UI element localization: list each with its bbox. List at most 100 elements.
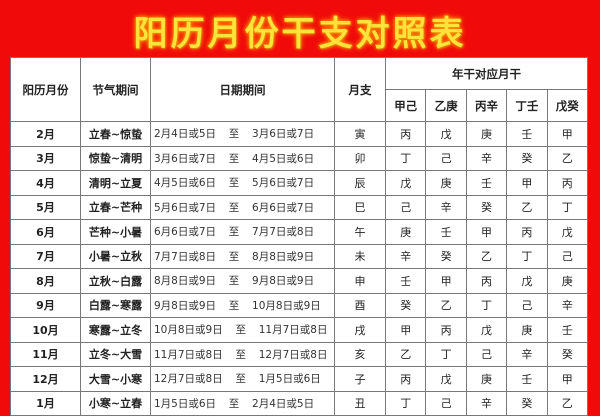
branch-cell: 午 — [334, 219, 386, 245]
month-cell: 1月 — [10, 390, 81, 416]
month-stem-cell: 丙 — [546, 170, 589, 196]
month-stem-cell: 甲 — [425, 268, 467, 294]
table-row: 7月 小暑~立秋 7月7日或8日至 8月8日或9日 未辛癸乙丁己 — [10, 243, 589, 269]
month-cell: 3月 — [10, 145, 81, 171]
solar-term-cell: 小寒~立春 — [80, 390, 151, 416]
month-stem-cell: 乙 — [425, 292, 467, 318]
month-stem-cell: 壬 — [425, 219, 467, 245]
table-row: 4月 清明~立夏 4月5日或6日至 5月6日或7日 辰戊庚壬甲丙 — [10, 170, 589, 196]
month-stem-cell: 甲 — [546, 121, 589, 147]
month-cell: 4月 — [10, 170, 81, 196]
branch-cell: 未 — [334, 243, 386, 269]
header-date-range: 日期期间 — [150, 57, 335, 122]
solar-term-cell: 小暑~立秋 — [80, 243, 151, 269]
header-year-stem-group: 年干对应月干 — [385, 57, 588, 90]
month-stem-cell: 甲 — [384, 317, 427, 343]
date-to: 6月6日或7日 — [252, 201, 315, 214]
header-year-stem: 乙庚 — [425, 89, 467, 122]
month-stem-cell: 己 — [425, 390, 467, 416]
month-stem-cell: 壬 — [506, 121, 548, 147]
table-row: 12月 大雪~小寒 12月7日或8日至 1月5日或6日子丙戊庚壬甲 — [10, 366, 589, 392]
header-branch: 月支 — [334, 57, 386, 122]
month-stem-cell: 丁 — [546, 194, 589, 220]
date-range-cell: 4月5日或6日至 5月6日或7日 — [150, 170, 335, 196]
month-stem-cell: 乙 — [546, 145, 589, 171]
date-range-cell: 7月7日或8日至 8月8日或9日 — [150, 243, 335, 269]
branch-cell: 卯 — [334, 145, 386, 171]
month-stem-cell: 丁 — [465, 292, 508, 318]
date-from: 2月4日或5日 — [154, 128, 217, 141]
branch-cell: 丑 — [334, 390, 386, 416]
to-label: 至 — [228, 152, 240, 165]
month-stem-cell: 丙 — [384, 121, 427, 147]
month-cell: 6月 — [10, 219, 81, 245]
month-cell: 10月 — [10, 317, 81, 343]
to-label: 至 — [228, 128, 240, 141]
month-stem-cell: 庚 — [506, 317, 548, 343]
branch-cell: 寅 — [334, 121, 386, 147]
month-stem-cell: 甲 — [506, 170, 548, 196]
date-to: 8月8日或9日 — [252, 250, 315, 263]
branch-cell: 巳 — [334, 194, 386, 220]
month-stem-cell: 甲 — [465, 219, 508, 245]
branch-cell: 辰 — [334, 170, 386, 196]
date-to: 10月8日或9日 — [252, 299, 321, 312]
date-to: 4月5日或6日 — [252, 152, 315, 165]
to-label: 至 — [228, 177, 240, 190]
month-stem-cell: 己 — [506, 292, 548, 318]
month-stem-cell: 丙 — [465, 268, 508, 294]
date-from: 3月6日或7日 — [154, 152, 217, 165]
month-cell: 5月 — [10, 194, 81, 220]
solar-term-cell: 大雪~小寒 — [80, 366, 151, 392]
month-stem-cell: 戊 — [465, 317, 508, 343]
solar-term-cell: 芒种~小暑 — [80, 219, 151, 245]
month-stem-cell: 辛 — [506, 341, 548, 367]
month-cell: 11月 — [10, 341, 81, 367]
table-row: 6月 芒种~小暑 6月6日或7日至 7月7日或8日 午庚壬甲丙戊 — [10, 219, 589, 245]
solar-term-cell: 清明~立夏 — [80, 170, 151, 196]
month-stem-cell: 癸 — [546, 341, 589, 367]
header-year-stem: 甲己 — [384, 89, 427, 122]
month-cell: 8月 — [10, 268, 81, 294]
month-stem-cell: 癸 — [384, 292, 427, 318]
date-range-cell: 5月6日或7日至 6月6日或7日 — [150, 194, 335, 220]
to-label: 至 — [228, 299, 240, 312]
date-range-cell: 6月6日或7日至 7月7日或8日 — [150, 219, 335, 245]
date-range-cell: 8月8日或9日至 9月8日或9日 — [150, 268, 335, 294]
month-stem-cell: 壬 — [506, 366, 548, 392]
date-range-cell: 9月8日或9日至 10月8日或9日 — [150, 292, 335, 318]
month-stem-cell: 庚 — [384, 219, 427, 245]
date-to: 7月7日或8日 — [252, 226, 315, 239]
date-range-cell: 1月5日或6日至 2月4日或5日 — [150, 390, 335, 416]
to-label: 至 — [235, 324, 246, 337]
to-label: 至 — [228, 201, 240, 214]
month-stem-cell: 己 — [465, 341, 508, 367]
solar-term-cell: 白露~寒露 — [80, 292, 151, 318]
branch-cell: 申 — [334, 268, 386, 294]
date-range-cell: 11月7日或8日至 12月7日或8日 — [150, 341, 335, 367]
date-to: 12月7日或8日 — [258, 348, 328, 361]
to-label: 至 — [235, 373, 246, 386]
month-stem-cell: 庚 — [546, 268, 589, 294]
date-from: 6月6日或7日 — [154, 226, 217, 239]
branch-cell: 酉 — [334, 292, 386, 318]
date-to: 9月8日或9日 — [252, 275, 315, 288]
month-stem-cell: 丁 — [425, 341, 467, 367]
month-stem-cell: 庚 — [465, 121, 508, 147]
month-stem-cell: 戊 — [425, 121, 467, 147]
branch-cell: 戌 — [334, 317, 386, 343]
date-from: 4月5日或6日 — [154, 177, 217, 190]
to-label: 至 — [228, 275, 240, 288]
date-from: 9月8日或9日 — [154, 299, 217, 312]
date-range-cell: 12月7日或8日至 1月5日或6日 — [150, 366, 335, 392]
month-stem-cell: 丙 — [425, 317, 467, 343]
solar-term-cell: 立秋~白露 — [80, 268, 151, 294]
month-stem-cell: 甲 — [546, 366, 589, 392]
to-label: 至 — [235, 348, 246, 361]
month-stem-cell: 乙 — [465, 243, 508, 269]
date-range-cell: 2月4日或5日至 3月6日或7日 — [150, 121, 335, 147]
to-label: 至 — [228, 250, 240, 263]
month-cell: 12月 — [10, 366, 81, 392]
month-stem-cell: 辛 — [384, 243, 427, 269]
table-row: 2月 立春~惊蛰 2月4日或5日至 3月6日或7日 寅丙戊庚壬甲 — [10, 121, 589, 147]
